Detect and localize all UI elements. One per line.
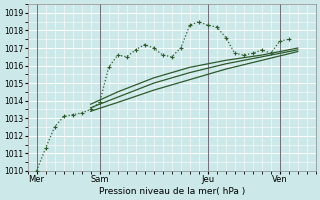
X-axis label: Pression niveau de la mer( hPa ): Pression niveau de la mer( hPa ): [99, 187, 245, 196]
